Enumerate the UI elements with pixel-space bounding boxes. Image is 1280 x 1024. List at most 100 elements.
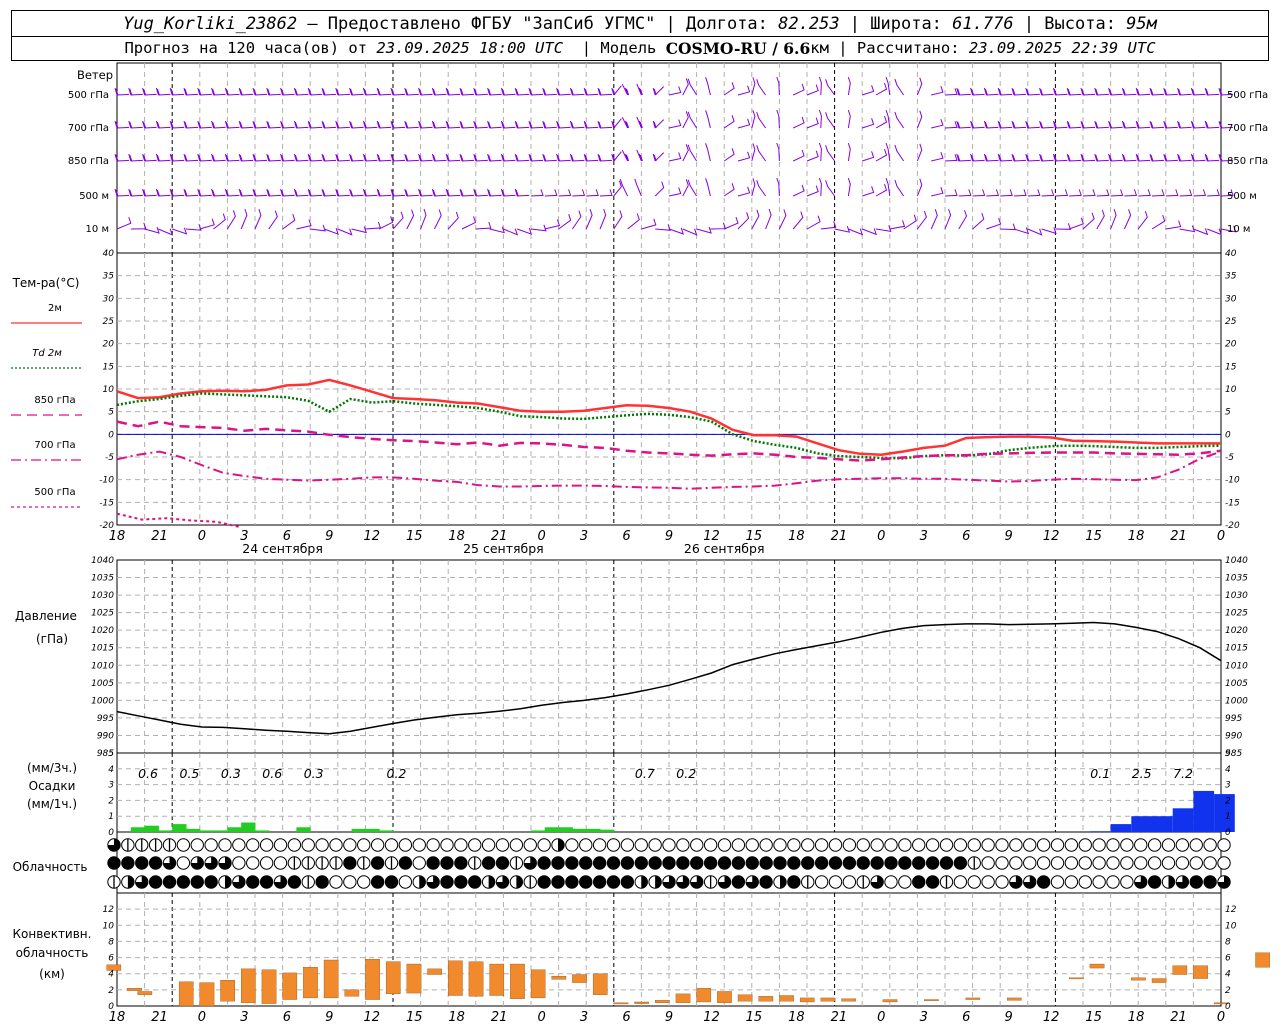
- wind-barb: [1027, 189, 1041, 197]
- wind-barb: [627, 213, 640, 230]
- wind-barb: [321, 188, 337, 197]
- cloud-symbol: [731, 838, 746, 852]
- x-tick-hour: 21: [831, 1010, 848, 1024]
- cloud-three-quarter: [1176, 876, 1189, 888]
- y-tick-left: 1015: [91, 644, 114, 654]
- cloud-symbol: [551, 875, 565, 889]
- x-tick-hour: 15: [746, 529, 763, 544]
- cloud-circle: [1036, 875, 1051, 889]
- wind-barb: [958, 189, 972, 197]
- cloud-circle: [329, 838, 343, 852]
- wind-barb: [558, 189, 572, 197]
- cloud-symbol: [454, 838, 468, 852]
- convective-bar: [551, 975, 567, 980]
- altitude-value: 95м: [1126, 13, 1157, 34]
- cloud-symbol: [898, 838, 912, 852]
- cloud-symbol: [703, 838, 718, 852]
- cloud-symbol: [787, 838, 801, 852]
- cloud-circle: [176, 856, 191, 870]
- wind-barb: [128, 87, 143, 96]
- cloud-title: Облачность: [13, 860, 88, 874]
- cloud-circle: [357, 875, 371, 889]
- wind-barb: [266, 188, 281, 197]
- cloud-circle: [121, 856, 135, 870]
- cloud-symbol: [1009, 838, 1023, 852]
- x-tick-hour: 21: [491, 1010, 508, 1024]
- precip-bar: [213, 830, 228, 832]
- wind-barb: [1052, 87, 1068, 96]
- y-tick-left: 4: [108, 765, 114, 775]
- convective-bar: [882, 999, 898, 1003]
- temp-series-line: [116, 420, 1222, 462]
- wind-barb: [825, 180, 836, 197]
- cloud-circle: [1064, 875, 1079, 889]
- wind-barb: [307, 188, 323, 197]
- wind-barb: [390, 153, 406, 162]
- wind-barb: [1123, 209, 1132, 230]
- wind-barb: [376, 153, 392, 162]
- y-tick-right: 995: [1225, 714, 1242, 724]
- convective-bar: [820, 997, 836, 1002]
- wind-level-label-right: 850 гПа: [1227, 156, 1268, 167]
- precip-total: 0.3: [304, 766, 324, 781]
- cloud-circle: [745, 856, 759, 870]
- model-label: | Модель: [563, 39, 666, 57]
- cloud-symbol: [884, 838, 898, 852]
- x-tick-hour: 12: [703, 529, 720, 544]
- cloud-symbol: [329, 875, 343, 889]
- x-tick-hour: 0: [537, 1010, 545, 1024]
- cloud-circle: [676, 856, 690, 870]
- wind-barb: [944, 208, 952, 230]
- wind-barb: [944, 189, 958, 197]
- cloud-circle: [579, 838, 593, 852]
- wind-barb: [155, 188, 171, 197]
- x-tick-hour: 12: [363, 529, 380, 544]
- cloud-three-quarter: [108, 839, 120, 851]
- cloud-symbol: [1023, 838, 1037, 852]
- wind-barb: [1179, 189, 1193, 197]
- cloud-circle: [1161, 838, 1176, 852]
- wind-barb: [1177, 153, 1192, 162]
- cloud-circle: [1064, 838, 1079, 852]
- cloud-symbol: [301, 838, 315, 852]
- wind-barb: [916, 110, 923, 129]
- wind-barb: [997, 153, 1013, 162]
- cloud-symbol: [426, 856, 440, 870]
- y-tick-right: 1005: [1225, 679, 1248, 689]
- wind-barb: [530, 189, 544, 197]
- precip-bar: [144, 825, 159, 832]
- wind-barb: [530, 224, 547, 232]
- wind-barb: [1137, 210, 1148, 230]
- cloud-symbol: [606, 838, 621, 852]
- cloud-circle: [912, 875, 926, 889]
- cloud-symbol: [148, 875, 163, 889]
- wind-barb: [459, 120, 475, 129]
- wind-barb: [1052, 120, 1068, 129]
- cloud-symbol: [259, 838, 274, 852]
- cloud-symbol: [495, 875, 510, 889]
- wind-barb: [820, 221, 837, 230]
- wind-barb: [335, 87, 350, 96]
- wind-barb: [390, 120, 406, 129]
- temp-legend-label: Td 2м: [32, 348, 62, 359]
- y-tick-right: 1035: [1225, 574, 1248, 584]
- y-tick-left: 990: [97, 731, 114, 741]
- cloud-symbol: [1175, 838, 1190, 852]
- cloud-circle: [898, 838, 912, 852]
- wind-barb: [542, 153, 557, 162]
- wind-barb: [376, 188, 392, 197]
- y-tick-right: 10: [1225, 921, 1237, 931]
- y-tick-right: 1015: [1225, 644, 1248, 654]
- wind-barb: [503, 228, 519, 236]
- cloud-circle: [190, 838, 204, 852]
- convective-bar: [178, 981, 194, 1007]
- wind-barb: [514, 120, 530, 129]
- pressure-unit: (гПа): [36, 632, 68, 646]
- x-tick-hour: 6: [962, 529, 970, 544]
- cloud-circle: [1050, 856, 1065, 870]
- x-tick-hour: 3: [240, 1010, 248, 1024]
- wind-level-label-right: 500 м: [1227, 191, 1257, 202]
- cloud-three-quarter: [1218, 876, 1230, 888]
- cloud-circle: [967, 875, 981, 889]
- cloud-circle: [870, 856, 884, 870]
